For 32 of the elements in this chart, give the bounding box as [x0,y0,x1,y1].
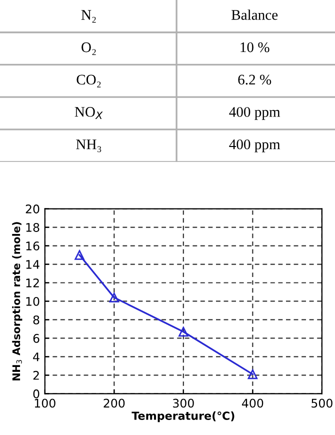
text: NH₃ [76,140,102,152]
point [248,369,258,380]
x-tick-label: 400 [242,398,264,408]
x-tick-label: 200 [104,398,125,408]
point [109,292,120,302]
text: 6.2 % [238,74,272,85]
y-tick-label: 6 [33,334,40,343]
text: O₂ [82,42,96,56]
y-tick-label: 18 [26,223,40,232]
x-axis-title: Temperature(℃) [132,411,234,422]
y-tick-label: 14 [26,260,40,269]
y-tick-label: 16 [26,242,40,250]
y-axis-title: NH$_{3}$ Adsorption rate (mole) [12,222,22,380]
x-tick-label: 500 [312,398,332,408]
y-tick-label: 12 [26,278,39,288]
text: 400 ppm [229,107,280,120]
y-tick-label: 4 [33,352,40,362]
point [74,250,84,260]
x-tick-label: 100 [34,398,56,408]
text: Balance [232,10,278,20]
text: CO₂ [76,74,101,88]
x-tick-label: 300 [173,398,194,408]
y-tick-label: 10 [26,296,40,306]
y-tick-label: 20 [26,204,40,214]
text: N₂ [81,10,96,23]
y-tick-label: 0 [33,389,40,398]
y-tick-label: 2 [33,370,39,380]
y-tick-label: 8 [33,315,40,324]
text: 400 ppm [229,139,280,152]
text: 10 % [240,42,270,52]
text: NO$_{X}$ [74,107,103,120]
point [178,326,188,337]
